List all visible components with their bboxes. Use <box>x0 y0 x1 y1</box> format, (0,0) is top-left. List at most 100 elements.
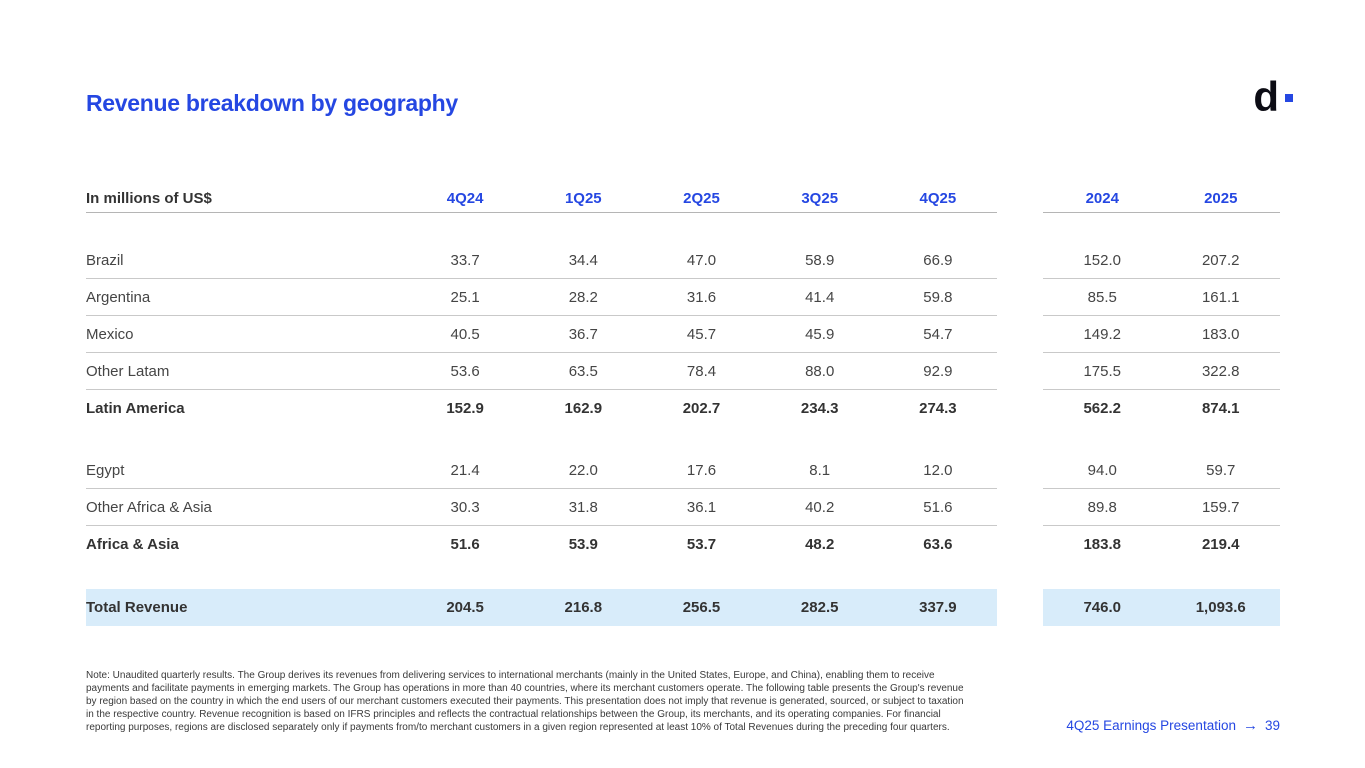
cell-value: 54.7 <box>923 325 953 343</box>
cell-value: 63.5 <box>568 362 598 380</box>
cell-value: 207.2 <box>1201 251 1240 269</box>
cell-value: 1,093.6 <box>1195 599 1246 616</box>
cell-value: 337.9 <box>919 599 957 616</box>
row-label: Other Latam <box>86 362 170 380</box>
table-row-brazil: Brazil 33.7 34.4 47.0 58.9 66.9 152.0 20… <box>86 242 1280 279</box>
cell-value: 746.0 <box>1083 599 1122 616</box>
cell-value: 66.9 <box>923 251 953 269</box>
table-row-mexico: Mexico 40.5 36.7 45.7 45.9 54.7 149.2 18… <box>86 316 1280 353</box>
cell-value: 31.6 <box>686 288 717 306</box>
cell-value: 88.0 <box>805 362 835 380</box>
cell-value: 40.5 <box>450 325 480 343</box>
cell-value: 31.8 <box>568 498 598 516</box>
spacer <box>86 213 1280 242</box>
cell-value: 12.0 <box>923 461 953 479</box>
cell-value: 36.7 <box>568 325 598 343</box>
cell-value: 58.9 <box>805 251 835 269</box>
pagination: 4Q25 Earnings Presentation → 39 <box>1066 717 1280 734</box>
cell-value: 874.1 <box>1201 400 1240 417</box>
row-label: Latin America <box>86 400 185 417</box>
cell-value: 22.0 <box>568 461 598 479</box>
column-header-4q25: 4Q25 <box>919 190 957 207</box>
cell-value: 94.0 <box>1087 461 1117 479</box>
cell-value: 17.6 <box>686 461 717 479</box>
cell-value: 63.6 <box>923 536 953 553</box>
cell-value: 8.1 <box>809 461 831 479</box>
unit-label: In millions of US$ <box>86 190 212 207</box>
cell-value: 322.8 <box>1201 362 1240 380</box>
table-row-africa-asia-subtotal: Africa & Asia 51.6 53.9 53.7 48.2 63.6 1… <box>86 526 1280 563</box>
cell-value: 152.0 <box>1083 251 1122 269</box>
cell-value: 30.3 <box>450 498 480 516</box>
column-header-2q25: 2Q25 <box>683 190 720 207</box>
cell-value: 202.7 <box>682 400 721 417</box>
table-row-argentina: Argentina 25.1 28.2 31.6 41.4 59.8 85.5 … <box>86 279 1280 316</box>
cell-value: 161.1 <box>1201 288 1240 306</box>
cell-value: 21.4 <box>450 461 480 479</box>
column-header-2025: 2025 <box>1204 190 1238 207</box>
presentation-label: 4Q25 Earnings Presentation <box>1066 718 1236 733</box>
cell-value: 204.5 <box>446 599 484 616</box>
row-label: Africa & Asia <box>86 536 179 553</box>
cell-value: 40.2 <box>805 498 835 516</box>
row-label: Brazil <box>86 251 124 269</box>
column-header-3q25: 3Q25 <box>801 190 839 207</box>
column-header-4q24: 4Q24 <box>446 190 484 207</box>
cell-value: 89.8 <box>1087 498 1117 516</box>
cell-value: 59.7 <box>1206 461 1236 479</box>
cell-value: 28.2 <box>568 288 598 306</box>
cell-value: 149.2 <box>1083 325 1122 343</box>
cell-value: 152.9 <box>446 400 484 417</box>
table-header-row: In millions of US$ 4Q24 1Q25 2Q25 3Q25 4… <box>86 185 1280 213</box>
table-row-total-revenue: Total Revenue 204.5 216.8 256.5 282.5 33… <box>86 589 1280 626</box>
cell-value: 53.7 <box>686 536 717 553</box>
table-row-other-africa-asia: Other Africa & Asia 30.3 31.8 36.1 40.2 … <box>86 489 1280 526</box>
dlocal-logo: d <box>1253 76 1293 118</box>
cell-value: 47.0 <box>686 251 717 269</box>
cell-value: 92.9 <box>923 362 953 380</box>
cell-value: 45.9 <box>805 325 835 343</box>
revenue-table: In millions of US$ 4Q24 1Q25 2Q25 3Q25 4… <box>86 185 1280 626</box>
cell-value: 159.7 <box>1201 498 1240 516</box>
cell-value: 36.1 <box>686 498 717 516</box>
arrow-right-icon: → <box>1242 717 1258 734</box>
row-label: Egypt <box>86 461 125 479</box>
cell-value: 59.8 <box>923 288 953 306</box>
page-title: Revenue breakdown by geography <box>86 90 458 116</box>
spacer <box>86 563 1280 589</box>
row-label: Mexico <box>86 325 134 343</box>
cell-value: 282.5 <box>800 599 839 616</box>
column-header-2024: 2024 <box>1085 190 1119 207</box>
cell-value: 41.4 <box>805 288 835 306</box>
cell-value: 219.4 <box>1201 536 1240 553</box>
row-label: Total Revenue <box>86 599 188 616</box>
cell-value: 162.9 <box>564 400 603 417</box>
cell-value: 33.7 <box>450 251 480 269</box>
table-row-other-latam: Other Latam 53.6 63.5 78.4 88.0 92.9 175… <box>86 353 1280 390</box>
row-label: Other Africa & Asia <box>86 498 212 516</box>
row-label: Argentina <box>86 288 151 306</box>
column-header-1q25: 1Q25 <box>564 190 602 207</box>
cell-value: 34.4 <box>568 251 598 269</box>
cell-value: 78.4 <box>686 362 717 380</box>
cell-value: 51.6 <box>450 536 480 553</box>
cell-value: 85.5 <box>1087 288 1117 306</box>
cell-value: 175.5 <box>1083 362 1122 380</box>
cell-value: 256.5 <box>682 599 721 616</box>
cell-value: 274.3 <box>919 400 957 417</box>
cell-value: 48.2 <box>805 536 835 553</box>
table-row-egypt: Egypt 21.4 22.0 17.6 8.1 12.0 94.0 59.7 <box>86 452 1280 489</box>
cell-value: 51.6 <box>923 498 953 516</box>
cell-value: 183.0 <box>1201 325 1240 343</box>
cell-value: 216.8 <box>564 599 603 616</box>
logo-dot-icon <box>1285 94 1293 102</box>
cell-value: 25.1 <box>450 288 480 306</box>
cell-value: 562.2 <box>1083 400 1122 417</box>
cell-value: 234.3 <box>800 400 839 417</box>
table-row-latin-america-subtotal: Latin America 152.9 162.9 202.7 234.3 27… <box>86 390 1280 427</box>
cell-value: 183.8 <box>1083 536 1122 553</box>
logo-letter: d <box>1253 73 1279 120</box>
cell-value: 53.6 <box>450 362 480 380</box>
footnote: Note: Unaudited quarterly results. The G… <box>86 670 964 733</box>
